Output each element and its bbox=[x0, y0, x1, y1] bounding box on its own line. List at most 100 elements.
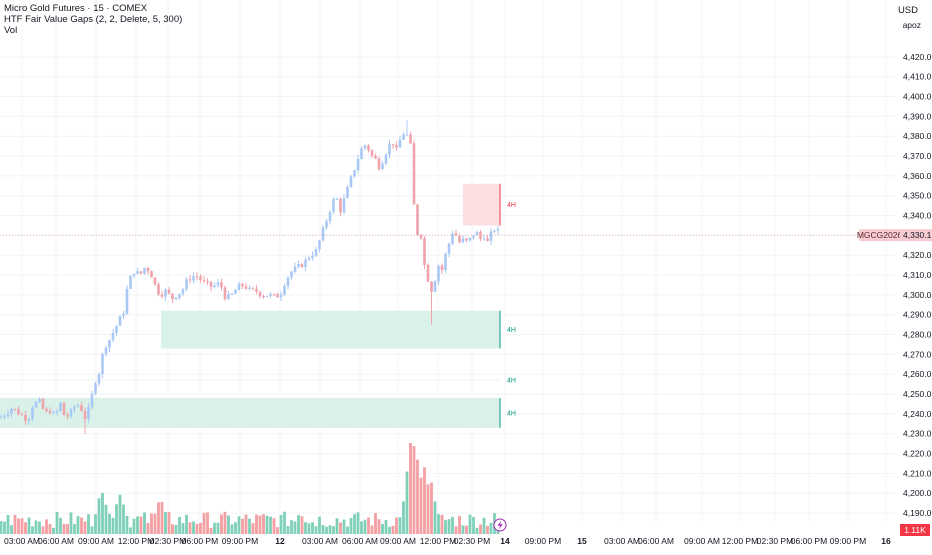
candle-down bbox=[167, 289, 171, 294]
volume-bar bbox=[290, 520, 293, 534]
flash-icon[interactable] bbox=[493, 518, 507, 532]
candle-up bbox=[118, 316, 122, 326]
candle-down bbox=[209, 281, 213, 287]
volume-bar bbox=[465, 525, 468, 534]
symbol-title[interactable]: Micro Gold Futures · 15 · COMEX bbox=[4, 3, 148, 14]
candle-up bbox=[360, 148, 363, 159]
volume-bar bbox=[139, 516, 143, 534]
candle-up bbox=[248, 287, 251, 289]
candle-down bbox=[62, 402, 66, 416]
volume-bar bbox=[167, 512, 171, 534]
indicator-label[interactable]: HTF Fair Value Gaps (2, 2, Delete, 5, 30… bbox=[4, 14, 183, 25]
candle-up bbox=[174, 297, 178, 300]
volume-bar bbox=[185, 514, 188, 534]
scale-mode-label[interactable]: apoz bbox=[902, 20, 921, 30]
time-tick-label: 03:00 AM bbox=[302, 536, 338, 546]
candle-up bbox=[94, 383, 97, 394]
volume-bar bbox=[160, 502, 164, 534]
candle-down bbox=[276, 294, 279, 298]
candle-up bbox=[38, 399, 41, 403]
volume-bar bbox=[395, 517, 398, 534]
volume-bar bbox=[255, 514, 258, 534]
time-tick-label: 16 bbox=[881, 536, 891, 546]
price-tick-label: 4,270.0 bbox=[903, 349, 932, 359]
volume-bar bbox=[318, 516, 321, 534]
fair-value-gaps: 4H 4H 4H 4H bbox=[0, 183, 516, 428]
price-tick-label: 4,210.0 bbox=[903, 468, 932, 478]
price-axis[interactable]: 4,420.0 4,410.0 4,400.0 4,390.0 4,380.0 4,370… bbox=[903, 52, 932, 518]
time-tick-label: 12:00 PM bbox=[118, 536, 154, 546]
volume-bar bbox=[146, 522, 150, 534]
volume-bar bbox=[307, 523, 311, 534]
fvg-timeframe-label: 4H bbox=[507, 410, 516, 417]
price-tick-label: 4,420.0 bbox=[903, 52, 932, 62]
volume-label[interactable]: Vol bbox=[4, 25, 18, 36]
time-tick-label: 15 bbox=[577, 536, 587, 546]
volume-bar bbox=[164, 512, 167, 534]
candle-up bbox=[111, 332, 115, 340]
volume-bar bbox=[136, 516, 139, 534]
candle-up bbox=[314, 249, 318, 256]
volume-bar bbox=[241, 518, 244, 534]
grid-lines bbox=[0, 56, 895, 514]
chart-legend[interactable]: Micro Gold Futures · 15 · COMEX HTF Fair… bbox=[4, 3, 182, 36]
volume-bar bbox=[171, 524, 174, 534]
time-tick-label: 06:00 PM bbox=[791, 536, 827, 546]
volume-bar bbox=[293, 521, 297, 534]
candle-up bbox=[293, 266, 297, 272]
candle-up bbox=[55, 410, 59, 413]
candle-down bbox=[244, 286, 248, 289]
candle-up bbox=[269, 294, 272, 296]
candle-up bbox=[444, 253, 447, 271]
volume-bar bbox=[213, 522, 216, 534]
candle-down bbox=[45, 408, 48, 412]
price-tick-label: 4,250.0 bbox=[903, 389, 932, 399]
volume-bar bbox=[87, 514, 90, 534]
candle-up bbox=[388, 144, 391, 155]
volume-bar bbox=[384, 519, 388, 534]
volume-bar bbox=[199, 522, 202, 534]
volume-bar bbox=[31, 526, 34, 534]
price-tick-label: 4,190.0 bbox=[903, 508, 932, 518]
candle-down bbox=[41, 399, 45, 409]
volume-bar bbox=[360, 521, 363, 534]
candle-up bbox=[87, 406, 90, 419]
time-tick-label: 09:00 AM bbox=[684, 536, 720, 546]
volume-bar bbox=[20, 518, 24, 534]
candle-up bbox=[3, 415, 6, 418]
volume-bar bbox=[227, 515, 230, 534]
candle-up bbox=[342, 198, 346, 213]
current-price-pill[interactable] bbox=[900, 229, 932, 242]
candle-up bbox=[185, 279, 188, 290]
volume-bar bbox=[398, 517, 402, 534]
time-tick-label: 06:00 AM bbox=[38, 536, 74, 546]
volume-bar bbox=[17, 518, 20, 534]
candle-up bbox=[398, 139, 402, 148]
volume-bar bbox=[367, 517, 370, 534]
volume-bar bbox=[24, 522, 27, 534]
volume-bar bbox=[6, 514, 10, 534]
candle-down bbox=[80, 405, 83, 412]
volume-bar bbox=[108, 513, 111, 534]
candle-down bbox=[419, 235, 423, 239]
candle-up bbox=[349, 176, 353, 187]
volume-bar bbox=[48, 523, 52, 534]
candle-up bbox=[468, 237, 472, 241]
candle-down bbox=[426, 264, 430, 282]
price-tick-label: 4,340.0 bbox=[903, 211, 932, 221]
volume-bar bbox=[230, 524, 234, 534]
volume-bar bbox=[220, 514, 223, 534]
currency-label[interactable]: USD bbox=[897, 5, 918, 16]
symbol-tag-pill[interactable] bbox=[859, 229, 900, 242]
candle-down bbox=[440, 265, 444, 271]
candle-down bbox=[486, 238, 489, 242]
candle-up bbox=[97, 374, 101, 384]
volume-bar bbox=[405, 471, 409, 534]
volume-bar bbox=[97, 498, 101, 534]
volume-bar bbox=[475, 527, 479, 534]
candle-up bbox=[335, 198, 339, 200]
price-tick-label: 4,320.0 bbox=[903, 250, 932, 260]
